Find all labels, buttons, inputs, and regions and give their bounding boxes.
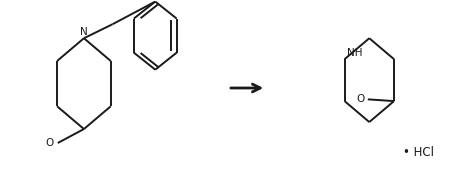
Text: NH: NH: [346, 48, 362, 58]
Text: • HCl: • HCl: [402, 146, 433, 159]
Text: O: O: [356, 94, 364, 104]
Text: N: N: [80, 27, 88, 37]
Text: O: O: [46, 138, 54, 148]
